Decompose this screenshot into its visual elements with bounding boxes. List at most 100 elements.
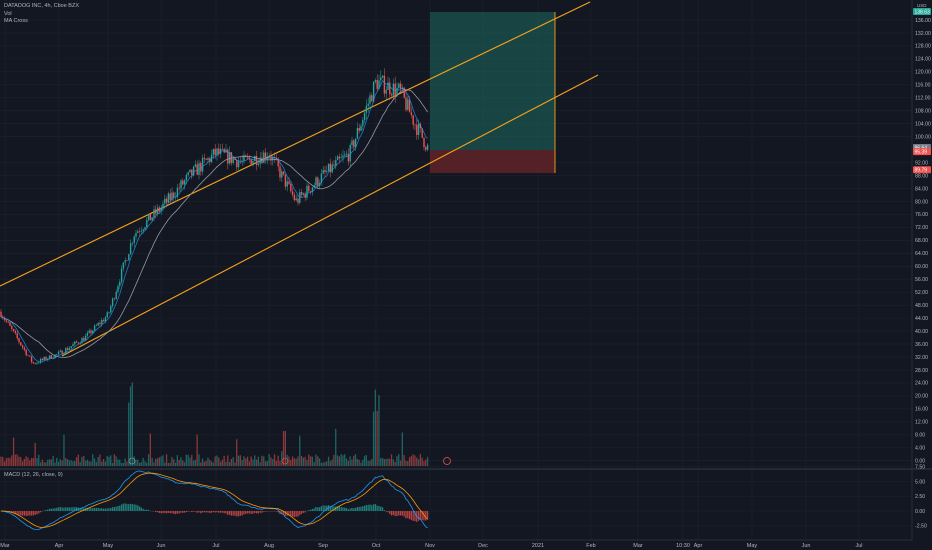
volume-bar — [29, 460, 31, 466]
volume-bar — [329, 461, 331, 466]
candle-body — [203, 157, 206, 159]
volume-bar — [320, 462, 322, 466]
volume-bar — [362, 459, 364, 466]
event-marker-icon[interactable] — [443, 457, 451, 465]
volume-bar — [160, 456, 162, 466]
candle-body — [302, 193, 305, 195]
macd-histogram-bar — [236, 511, 238, 517]
event-marker-icon[interactable] — [281, 457, 289, 465]
currency-label[interactable]: USD — [917, 3, 927, 8]
macd-histogram-bar — [252, 511, 254, 514]
candle-body — [223, 148, 225, 153]
candle-body — [124, 260, 126, 263]
macd-histogram-bar — [83, 508, 85, 511]
volume-bar — [146, 462, 148, 466]
candle-body — [243, 155, 245, 161]
volume-bar — [372, 411, 375, 466]
volume-bar — [36, 458, 38, 466]
macd-histogram-bar — [227, 511, 229, 515]
candle-body — [142, 229, 144, 231]
candle-body — [131, 242, 134, 244]
candle-body — [380, 77, 382, 81]
price-tick-label: 92.00 — [915, 160, 928, 166]
channel-lower-line[interactable] — [61, 74, 599, 357]
event-marker-icon[interactable] — [128, 457, 136, 465]
volume-bar — [21, 461, 24, 466]
position-target-zone[interactable] — [430, 12, 555, 150]
macd-histogram-bar — [309, 509, 312, 511]
volume-bar — [2, 456, 4, 466]
time-tick-label: May — [747, 543, 758, 549]
macd-axis[interactable]: 7.50 5.00 2.50 0.00 -2.50 — [915, 465, 927, 530]
volume-bar — [369, 460, 371, 466]
volume-bar — [182, 460, 184, 466]
position-stop-zone[interactable] — [430, 150, 555, 173]
volume-bar — [47, 459, 49, 466]
price-tick-label: 124.00 — [915, 57, 931, 63]
candle-body — [68, 347, 71, 350]
candle-body — [173, 192, 175, 198]
time-tick-label: Sep — [318, 543, 328, 549]
price-badge-label: 95.39 — [915, 149, 928, 155]
macd-histogram-bar — [426, 511, 429, 520]
volume-bar — [349, 456, 351, 466]
candle-body — [288, 181, 290, 184]
macd-histogram-bar — [367, 504, 369, 511]
candle-body — [178, 187, 180, 189]
symbol-title[interactable]: DATADOG INC, 4h, Cboe BZX — [4, 3, 79, 9]
candle-body — [306, 185, 308, 198]
volume-bar — [396, 456, 398, 466]
volume-bar — [331, 459, 333, 466]
candle-body — [23, 347, 26, 350]
volume-bar — [423, 461, 425, 466]
volume-bar — [165, 454, 168, 466]
candle-body — [74, 341, 76, 345]
candle-body — [32, 362, 35, 364]
candle-body — [290, 183, 292, 192]
volume-bar — [381, 457, 384, 466]
macd-histogram-bar — [66, 507, 69, 511]
volume-bar — [270, 457, 272, 466]
price-tick-label: 136.00 — [915, 18, 931, 24]
volume-bar — [174, 462, 177, 466]
channel-upper-line[interactable] — [0, 1, 591, 287]
candle-body — [167, 193, 170, 203]
macd-histogram-bar — [165, 511, 168, 514]
volume-bar — [288, 456, 290, 466]
candle-body — [180, 180, 182, 189]
candle-body — [90, 330, 92, 334]
candle-body — [338, 156, 341, 159]
macd-histogram-bar — [290, 511, 292, 517]
macd-histogram-bar — [43, 510, 45, 511]
volume-indicator-label[interactable]: Vol — [4, 11, 12, 17]
time-axis[interactable]: Mar Apr May Jun Jul Aug Sep Oct Nov Dec 2021 Feb Mar… — [0, 543, 862, 549]
ma-cross-indicator-label[interactable]: MA Cross — [4, 18, 28, 24]
volume-bar — [56, 457, 58, 466]
candle-body — [331, 164, 333, 173]
time-tick-label: Oct — [372, 543, 381, 549]
macd-histogram-bar — [317, 507, 319, 511]
candle-body — [354, 138, 357, 148]
candle-body — [147, 213, 150, 220]
volume-bar — [169, 462, 171, 466]
candle-body — [311, 187, 314, 193]
volume-bar — [137, 459, 139, 466]
candle-body — [92, 330, 94, 334]
candle-body — [279, 166, 281, 178]
volume-bar — [389, 458, 391, 466]
macd-histogram-bar — [351, 507, 353, 511]
candle-body — [416, 124, 418, 136]
price-axis[interactable]: 136.00 132.00 128.00 124.00 120.00 116.00 112.… — [915, 18, 931, 465]
price-tick-label: 52.00 — [915, 290, 928, 296]
volume-bar — [279, 460, 281, 466]
macd-indicator-label[interactable]: MACD (12, 26, close, 9) — [4, 472, 63, 478]
macd-histogram-bar — [61, 507, 63, 511]
candle-body — [126, 260, 128, 261]
volume-bar — [358, 459, 360, 466]
volume-bar — [97, 456, 99, 466]
volume-bar — [345, 458, 348, 466]
macd-histogram-bar — [407, 511, 409, 519]
candle-body — [209, 158, 211, 163]
volume-bar — [425, 459, 427, 466]
